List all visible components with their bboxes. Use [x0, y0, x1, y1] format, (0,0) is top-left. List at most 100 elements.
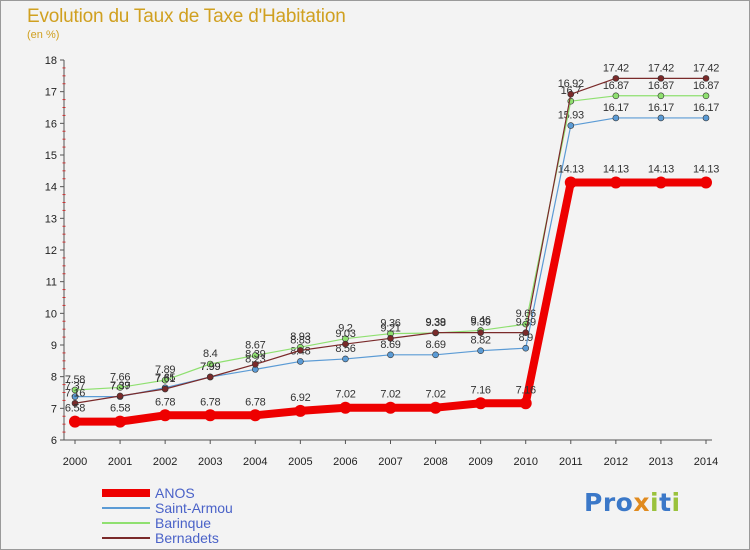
data-point-bernadets: [116, 392, 124, 400]
data-label-bernadets: 7.61: [155, 373, 175, 385]
data-label-bernadets: 16.92: [558, 78, 584, 90]
logo-letter: i: [671, 488, 681, 517]
data-label-barinque: 9.36: [380, 318, 400, 330]
logo-letter: i: [650, 488, 660, 517]
y-tick-label: 16: [45, 118, 57, 130]
data-label-saint-armou: 15.93: [558, 110, 584, 122]
data-label-anos: 14.13: [603, 164, 629, 176]
legend-label-anos: ANOS: [155, 485, 195, 501]
data-point-bernadets: [297, 347, 304, 354]
data-label-anos: 14.13: [693, 164, 719, 176]
data-label-anos: 6.58: [110, 403, 130, 415]
data-label-barinque: 9.2: [338, 323, 353, 335]
y-tick-label: 13: [45, 213, 57, 225]
data-point-saint-armou: [387, 351, 394, 359]
data-point-barinque: [206, 360, 214, 368]
data-point-bernadets: [251, 361, 259, 368]
data-point-barinque: [702, 92, 710, 100]
logo-letter: x: [633, 488, 650, 517]
y-tick-label: 7: [51, 403, 57, 415]
data-point-anos: [159, 409, 172, 422]
y-tick-label: 17: [45, 87, 57, 99]
data-label-bernadets: 17.42: [693, 62, 719, 74]
chart-unit: (en %): [27, 29, 60, 41]
data-point-saint-armou: [432, 351, 439, 359]
data-point-barinque: [161, 376, 169, 384]
logo-letter: P: [584, 488, 603, 517]
data-label-saint-armou: 8.56: [335, 343, 355, 355]
data-point-saint-armou: [567, 122, 575, 129]
data-point-bernadets: [71, 399, 79, 407]
data-point-anos: [294, 404, 307, 417]
y-tick-label: 9: [51, 340, 57, 352]
logo-letter: t: [659, 488, 672, 517]
data-point-anos: [249, 409, 262, 422]
data-label-bernadets: 8.83: [290, 334, 310, 346]
data-point-barinque: [251, 352, 259, 359]
data-point-saint-armou: [297, 358, 304, 365]
data-label-saint-armou: 16.17: [648, 102, 674, 114]
data-point-anos: [114, 415, 127, 428]
legend-swatch-anos: [102, 489, 150, 497]
y-tick-label: 10: [45, 308, 57, 320]
y-tick-label: 15: [45, 150, 57, 162]
data-point-bernadets: [522, 329, 530, 336]
data-label-bernadets: 7.99: [200, 361, 220, 373]
data-label-bernadets: 9.39: [425, 317, 445, 329]
x-tick-label: 2003: [198, 456, 222, 468]
data-point-bernadets: [206, 373, 214, 381]
data-label-anos: 7.02: [380, 389, 400, 401]
x-tick-label: 2009: [468, 456, 492, 468]
data-label-bernadets: 9.21: [380, 322, 400, 334]
data-label-anos: 14.13: [558, 164, 584, 176]
data-point-anos: [654, 176, 667, 189]
x-tick-label: 2000: [63, 456, 87, 468]
x-tick-label: 2005: [288, 456, 312, 468]
y-tick-label: 12: [45, 245, 57, 257]
data-label-saint-armou: 8.69: [425, 339, 445, 351]
data-label-anos: 7.02: [335, 389, 355, 401]
data-point-saint-armou: [702, 114, 710, 122]
data-point-anos: [700, 176, 712, 189]
data-point-barinque: [116, 384, 124, 391]
data-label-bernadets: 7.16: [65, 387, 85, 399]
legend-swatch-barinque: [102, 522, 150, 524]
data-point-anos: [519, 397, 532, 410]
data-label-barinque: 8.93: [290, 331, 310, 343]
chart-title: Evolution du Taux de Taxe d'Habitation: [27, 6, 346, 27]
data-point-bernadets: [161, 385, 169, 393]
series-line-anos: [71, 178, 710, 426]
data-point-anos: [204, 409, 217, 422]
data-label-saint-armou: 8.9: [519, 332, 534, 344]
data-label-barinque: 16.87: [693, 80, 719, 92]
data-point-bernadets: [657, 75, 665, 82]
y-tick-label: 6: [51, 435, 57, 447]
data-label-barinque: 8.67: [245, 339, 265, 351]
legend-label-bernadets: Bernadets: [155, 530, 219, 546]
data-point-anos: [339, 401, 352, 414]
data-label-barinque: 7.58: [65, 374, 85, 386]
data-point-anos: [564, 176, 577, 189]
x-tick-label: 2001: [108, 456, 132, 468]
data-point-saint-armou: [612, 114, 620, 122]
y-tick-label: 18: [45, 55, 57, 67]
data-label-anos: 6.78: [245, 396, 265, 408]
proxiti-logo: Proxiti: [584, 488, 681, 517]
data-label-barinque: 16.87: [648, 80, 674, 92]
x-tick-label: 2011: [559, 456, 583, 468]
x-tick-label: 2012: [604, 456, 628, 468]
data-point-bernadets: [432, 329, 439, 336]
y-tick-label: 8: [51, 372, 57, 384]
legend-swatch-saint-armou: [102, 507, 150, 509]
data-point-bernadets: [477, 329, 484, 336]
data-point-anos: [69, 415, 81, 428]
data-point-barinque: [657, 92, 665, 100]
data-point-bernadets: [702, 75, 710, 82]
data-point-saint-armou: [477, 347, 484, 355]
data-label-barinque: 9.46: [471, 314, 491, 326]
x-tick-label: 2014: [694, 456, 718, 468]
data-label-barinque: 16.87: [603, 80, 629, 92]
x-tick-label: 2004: [243, 456, 267, 468]
x-tick-label: 2007: [378, 456, 402, 468]
